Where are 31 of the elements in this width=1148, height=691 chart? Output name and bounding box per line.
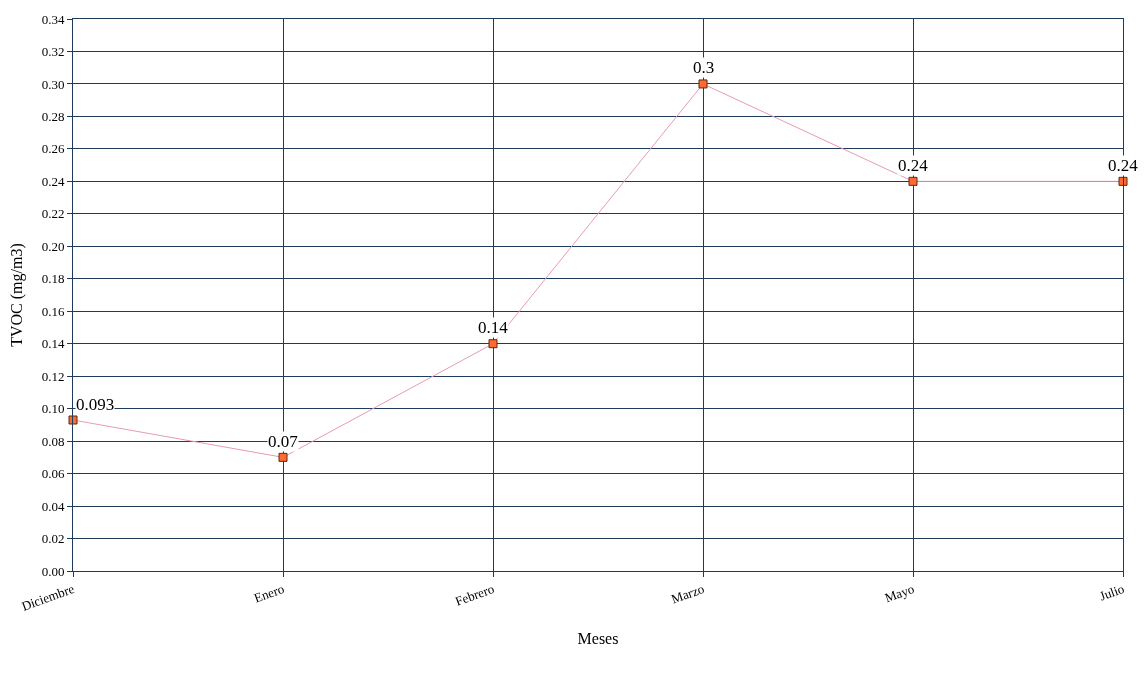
data-label: 0.24 — [898, 156, 929, 175]
y-tick-label: 0.20 — [41, 238, 65, 254]
x-tick-label: Mayo — [882, 580, 917, 606]
y-tick-label: 0.12 — [41, 368, 65, 384]
data-label: 0.14 — [478, 318, 509, 337]
x-tick-label: Julio — [1097, 580, 1127, 604]
x-tick-label: Febrero — [453, 580, 497, 609]
x-tick-label: Enero — [251, 580, 287, 606]
y-tick-label: 0.26 — [41, 141, 65, 157]
data-label: 0.07 — [268, 432, 299, 451]
y-tick-label: 0.22 — [41, 206, 65, 222]
y-tick-label: 0.02 — [41, 531, 65, 547]
x-tick-label: Marzo — [669, 580, 707, 607]
y-tick-label: 0.06 — [41, 466, 65, 482]
y-tick-label: 0.24 — [41, 173, 65, 189]
y-tick-label: 0.00 — [41, 563, 65, 579]
y-tick-label: 0.18 — [41, 271, 65, 287]
y-tick-label: 0.16 — [41, 303, 65, 319]
y-axis-title: TVOC (mg/m3) — [7, 243, 26, 347]
y-tick-label: 0.34 — [41, 11, 65, 27]
y-tick-label: 0.30 — [41, 76, 65, 92]
data-label: 0.3 — [693, 58, 715, 77]
y-tick-label: 0.28 — [41, 108, 65, 124]
x-axis-title: Meses — [577, 630, 619, 648]
y-tick-label: 0.14 — [41, 336, 65, 352]
y-tick-label: 0.32 — [41, 44, 65, 60]
data-label: 0.24 — [1108, 156, 1139, 175]
data-label: 0.093 — [76, 395, 115, 414]
y-tick-label: 0.04 — [41, 498, 65, 514]
y-tick-label: 0.10 — [41, 401, 65, 417]
y-tick-label: 0.08 — [41, 433, 65, 449]
